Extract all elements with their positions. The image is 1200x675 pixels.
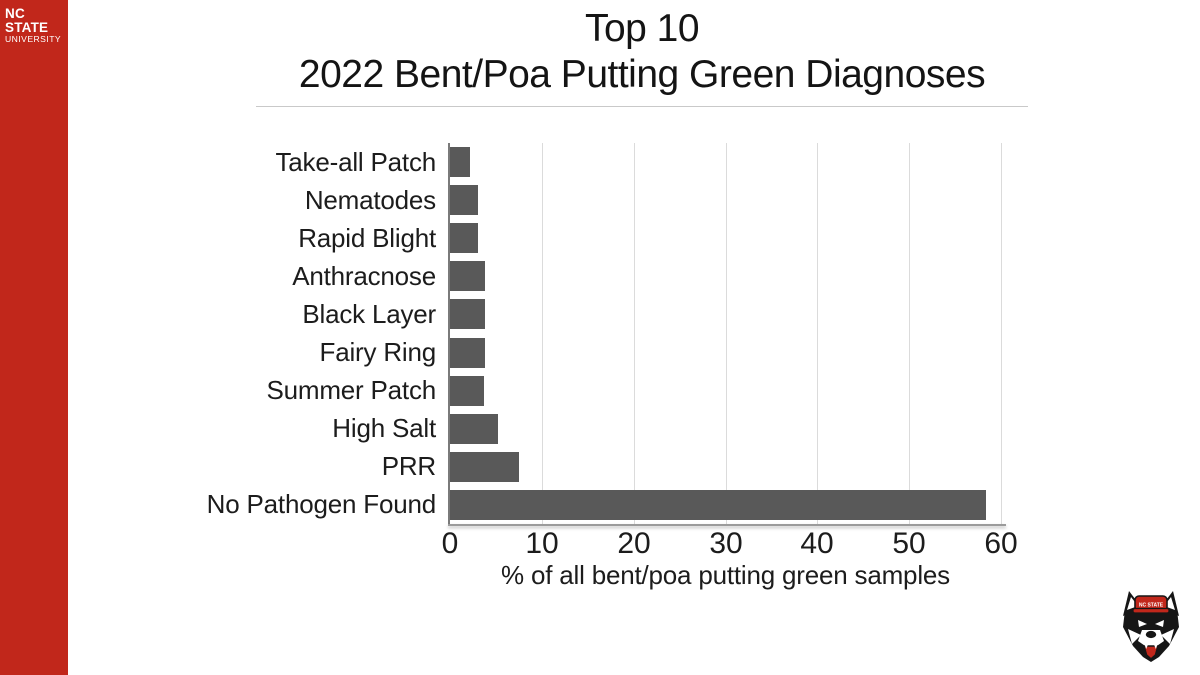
bar-summer-patch — [450, 376, 484, 406]
y-axis-line — [448, 143, 450, 525]
category-label-summer-patch: Summer Patch — [266, 375, 436, 406]
nc-state-brand-bar: NC STATE UNIVERSITY — [0, 0, 68, 675]
x-tick-60: 60 — [984, 527, 1018, 560]
bar-rapid-blight — [450, 223, 478, 253]
bar-chart-plot-area — [450, 143, 1002, 524]
category-label-fairy-ring: Fairy Ring — [319, 337, 437, 368]
gridline-50 — [909, 143, 910, 524]
gridline-20 — [634, 143, 635, 524]
bar-anthracnose — [450, 261, 485, 291]
category-label-take-all-patch: Take-all Patch — [275, 146, 437, 177]
gridline-10 — [542, 143, 543, 524]
brand-name: NC STATE — [5, 6, 49, 36]
category-labels: Take-all Patch Nematodes Rapid Blight Anthr… — [80, 143, 437, 524]
slide-title-line2: 2022 Bent/Poa Putting Green Diagnoses — [298, 53, 986, 96]
bar-nematodes — [450, 185, 478, 215]
x-tick-40: 40 — [800, 527, 834, 560]
x-tick-30: 30 — [709, 527, 743, 560]
gridline-40 — [817, 143, 818, 524]
slide-title: Top 10 2022 Bent/Poa Putting Green Diagn… — [256, 6, 1028, 98]
bar-no-pathogen-found — [450, 490, 986, 520]
gridline-60 — [1001, 143, 1002, 524]
nc-state-wordmark: NC STATE UNIVERSITY — [0, 0, 68, 44]
brand-subname: UNIVERSITY — [5, 34, 62, 45]
category-label-high-salt: High Salt — [332, 413, 436, 444]
category-label-nematodes: Nematodes — [304, 184, 436, 215]
category-label-rapid-blight: Rapid Blight — [298, 222, 436, 253]
gridline-30 — [726, 143, 727, 524]
x-tick-20: 20 — [617, 527, 651, 560]
category-label-prr: PRR — [381, 451, 436, 482]
category-label-anthracnose: Anthracnose — [292, 260, 436, 291]
x-axis-baseline — [448, 524, 1006, 526]
x-tick-50: 50 — [892, 527, 926, 560]
nc-state-wolf-logo: NC STATE — [1123, 591, 1179, 662]
x-tick-0: 0 — [441, 527, 459, 560]
bar-fairy-ring — [450, 338, 485, 368]
title-divider — [256, 106, 1028, 107]
x-tick-10: 10 — [525, 527, 559, 560]
category-label-no-pathogen-found: No Pathogen Found — [206, 489, 437, 520]
slide-title-line1: Top 10 — [584, 7, 700, 50]
bar-prr — [450, 452, 519, 482]
category-label-black-layer: Black Layer — [302, 298, 436, 329]
bar-black-layer — [450, 299, 485, 329]
bar-take-all-patch — [450, 147, 470, 177]
wolf-cap-text: NC STATE — [1139, 603, 1164, 609]
x-axis-title: % of all bent/poa putting green samples — [501, 560, 950, 590]
bar-high-salt — [450, 414, 498, 444]
